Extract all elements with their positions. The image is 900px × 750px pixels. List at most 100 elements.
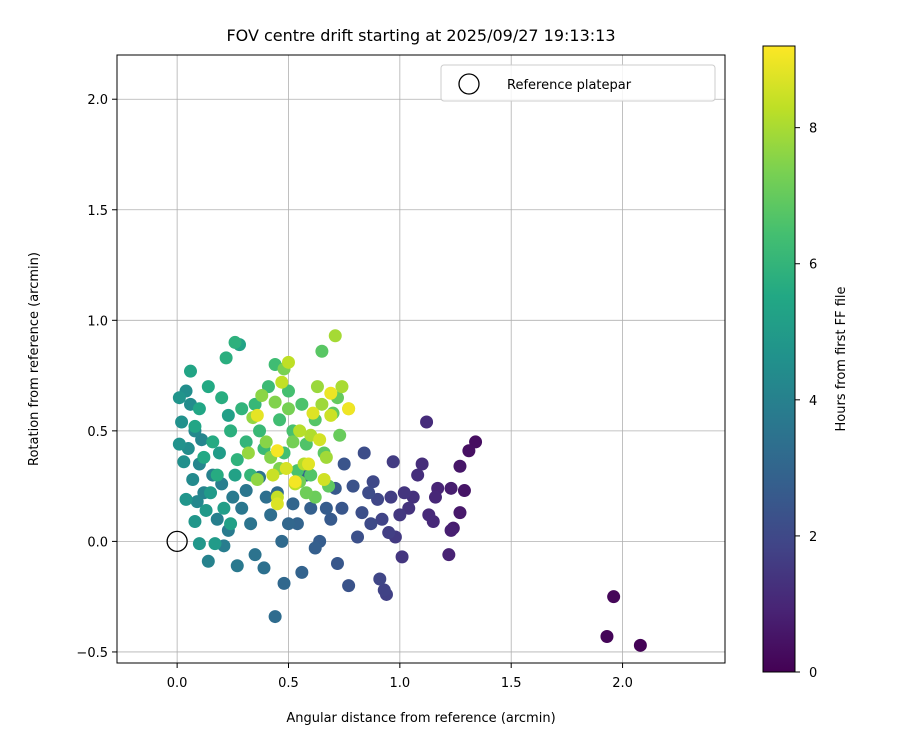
- scatter-points: [172, 329, 647, 652]
- data-point: [308, 541, 322, 555]
- x-tick-label: 2.0: [612, 676, 633, 691]
- y-tick-label: −0.5: [76, 646, 108, 661]
- data-point: [607, 590, 621, 604]
- x-axis-ticks: 0.0 0.5 1.0 1.5 2.0: [167, 663, 633, 691]
- data-point: [342, 402, 356, 416]
- data-point: [310, 380, 324, 394]
- legend-box: [440, 64, 716, 102]
- y-tick-label: 1.5: [87, 204, 108, 219]
- data-point: [306, 406, 320, 420]
- data-point: [337, 457, 351, 471]
- data-point: [259, 490, 273, 504]
- data-point: [248, 548, 262, 562]
- data-point: [420, 415, 434, 429]
- y-tick-label: 0.0: [87, 535, 108, 550]
- legend: Reference platepar: [440, 64, 716, 102]
- data-point: [208, 537, 222, 551]
- data-point: [346, 479, 360, 493]
- data-point: [415, 457, 429, 471]
- data-point: [330, 557, 344, 571]
- data-point: [206, 435, 220, 449]
- data-point: [257, 561, 271, 575]
- data-point: [328, 329, 342, 343]
- data-point: [177, 455, 191, 469]
- data-point: [290, 517, 304, 531]
- data-point: [324, 408, 338, 422]
- data-point: [633, 638, 647, 652]
- data-point: [324, 386, 338, 400]
- data-point: [286, 435, 300, 449]
- data-point: [393, 508, 407, 522]
- data-point: [248, 397, 262, 411]
- data-point: [217, 501, 231, 515]
- data-point: [444, 523, 458, 537]
- data-point: [230, 453, 244, 467]
- data-point: [188, 515, 202, 529]
- data-point: [228, 468, 242, 482]
- data-point: [453, 506, 467, 520]
- data-point: [357, 446, 371, 460]
- data-point: [319, 450, 333, 464]
- data-point: [270, 444, 284, 458]
- data-point: [281, 355, 295, 369]
- data-point: [469, 435, 483, 449]
- data-point: [239, 484, 253, 498]
- data-point: [188, 419, 202, 433]
- data-point: [444, 481, 458, 495]
- data-point: [333, 428, 347, 442]
- x-tick-label: 1.5: [501, 676, 522, 691]
- y-tick-label: 2.0: [87, 93, 108, 108]
- data-point: [317, 472, 331, 486]
- data-point: [275, 534, 289, 548]
- data-point: [192, 537, 206, 551]
- data-point: [299, 486, 313, 500]
- data-point: [364, 517, 378, 531]
- data-point: [386, 455, 400, 469]
- data-point: [210, 512, 224, 526]
- data-point: [235, 402, 249, 416]
- data-point: [210, 468, 224, 482]
- data-point: [377, 583, 391, 597]
- data-point: [457, 484, 471, 498]
- colorbar: [762, 45, 796, 673]
- data-point: [304, 468, 318, 482]
- plot-frame: [116, 54, 726, 664]
- data-point: [250, 408, 264, 422]
- data-point: [313, 433, 327, 447]
- data-point: [335, 501, 349, 515]
- data-point: [600, 629, 614, 643]
- data-point: [366, 475, 380, 489]
- x-tick-label: 0.0: [167, 676, 188, 691]
- data-point: [442, 548, 456, 562]
- data-point: [201, 554, 215, 568]
- data-point: [175, 415, 189, 429]
- data-point: [371, 492, 385, 506]
- data-point: [250, 472, 264, 486]
- y-axis-ticks: −0.5 0.0 0.5 1.0 1.5 2.0: [76, 93, 117, 661]
- data-point: [335, 380, 349, 394]
- data-point: [295, 565, 309, 579]
- data-point: [324, 512, 338, 526]
- legend-reference-marker: [458, 73, 480, 95]
- data-point: [241, 446, 255, 460]
- data-point: [226, 490, 240, 504]
- data-point: [239, 435, 253, 449]
- x-axis-label: Angular distance from reference (arcmin): [286, 711, 555, 726]
- reference-marker: [166, 530, 188, 553]
- colorbar-tick-label: 0: [809, 666, 817, 681]
- data-point: [342, 579, 356, 593]
- data-point: [402, 501, 416, 515]
- data-point: [268, 395, 282, 409]
- data-point: [268, 610, 282, 624]
- data-point: [288, 475, 302, 489]
- data-point: [244, 517, 258, 531]
- data-point: [462, 444, 476, 458]
- data-point: [273, 413, 287, 427]
- data-point: [261, 380, 275, 394]
- data-point: [183, 364, 197, 378]
- data-point: [422, 508, 436, 522]
- data-point: [281, 517, 295, 531]
- data-point: [212, 446, 226, 460]
- data-point: [197, 450, 211, 464]
